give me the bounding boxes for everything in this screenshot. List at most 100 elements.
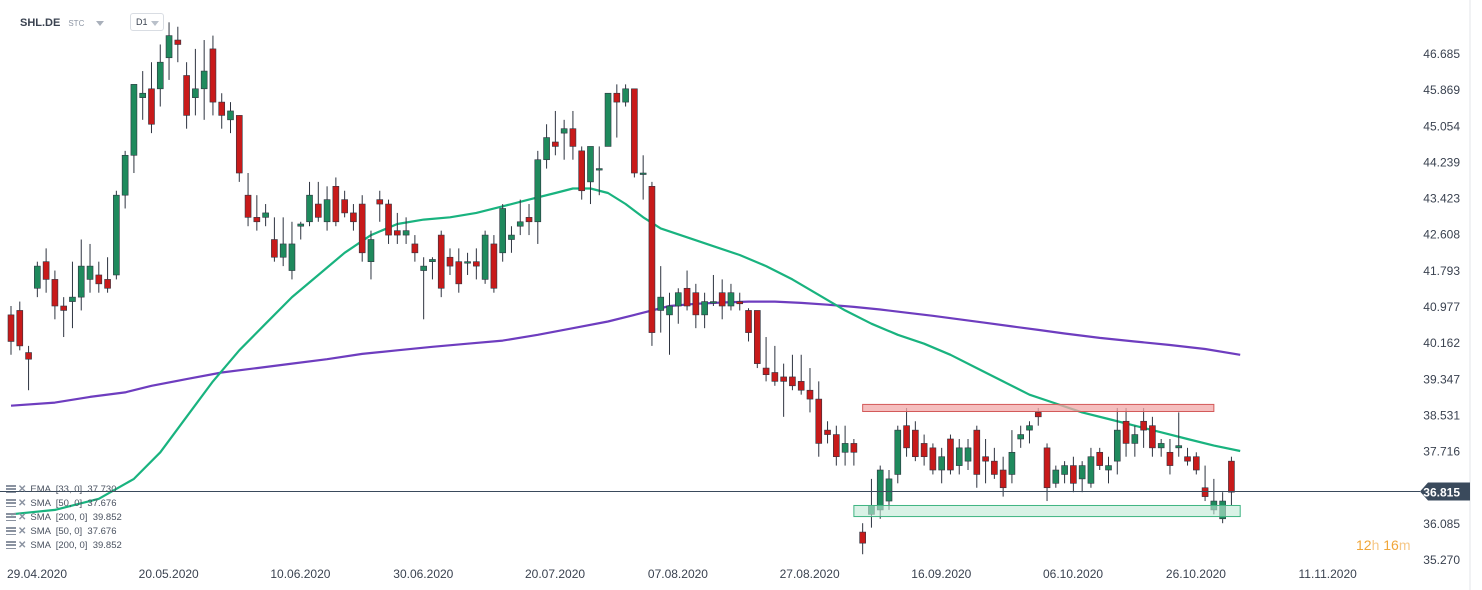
candle: [736, 292, 744, 311]
candle-body: [912, 429, 919, 458]
candle: [578, 146, 586, 200]
candle-body: [165, 35, 173, 59]
candle-body: [903, 425, 910, 449]
candle: [69, 261, 76, 329]
candle: [885, 470, 893, 510]
indicator-row[interactable]: ✕ SMA [50, 0] 37.676: [6, 524, 122, 538]
candle: [1228, 456, 1235, 506]
candle-body: [358, 203, 366, 254]
settings-icon[interactable]: [6, 485, 16, 493]
candle: [587, 146, 594, 205]
candle: [499, 204, 506, 262]
candle-body: [1201, 487, 1209, 497]
candle-body: [1008, 451, 1016, 475]
close-icon[interactable]: ✕: [18, 511, 27, 523]
settings-icon[interactable]: [6, 513, 16, 521]
candle: [271, 217, 278, 262]
settings-icon[interactable]: [6, 499, 16, 507]
settings-icon[interactable]: [6, 527, 16, 535]
candle-body: [639, 172, 647, 175]
candle-body: [499, 208, 506, 254]
candle: [437, 230, 445, 298]
candle: [797, 354, 805, 395]
sma-200-path: [10, 300, 1241, 407]
candle: [710, 274, 717, 307]
candle: [481, 230, 489, 284]
candle: [1184, 447, 1191, 466]
candle-body: [455, 261, 463, 285]
close-icon[interactable]: ✕: [18, 539, 27, 551]
candle-body: [306, 194, 313, 223]
candle-body: [297, 223, 305, 227]
x-tick-label: 26.10.2020: [1166, 567, 1226, 581]
candle: [1070, 456, 1077, 493]
chevron-down-icon[interactable]: [96, 20, 105, 26]
candle-body: [1184, 456, 1191, 462]
candle-body: [402, 230, 410, 236]
ema-33-path: [10, 187, 1241, 516]
candle: [1175, 412, 1183, 457]
timeframe-value: D1: [136, 17, 148, 27]
candle-body: [77, 265, 85, 298]
candle: [288, 221, 296, 280]
candle: [473, 248, 480, 280]
candle-body: [1105, 465, 1112, 471]
candle: [552, 110, 559, 156]
candle-body: [885, 478, 893, 502]
indicator-row[interactable]: ✕ SMA [200, 0] 39.852: [6, 510, 122, 524]
candle-body: [525, 217, 533, 223]
candle: [60, 297, 67, 338]
candle-body: [218, 101, 226, 116]
candle: [192, 48, 199, 116]
indicator-row[interactable]: ✕ SMA [50, 0] 37.676: [6, 496, 122, 510]
y-tick-label: 40.162: [1423, 336, 1460, 350]
candle: [244, 173, 252, 227]
indicator-row[interactable]: ✕ SMA [200, 0] 39.852: [6, 538, 122, 552]
candle: [1131, 425, 1139, 457]
y-tick-label: 46.685: [1423, 47, 1460, 61]
candle-body: [1034, 412, 1042, 418]
candle: [1105, 456, 1112, 484]
candle: [1052, 465, 1060, 488]
candle: [1096, 447, 1104, 471]
candle: [841, 425, 849, 466]
candle-body: [938, 456, 945, 471]
close-icon[interactable]: ✕: [18, 483, 27, 495]
candle-body: [1140, 420, 1147, 431]
candle: [543, 124, 550, 169]
current-price-line: 36.815: [0, 482, 1470, 501]
candle-body: [209, 48, 217, 103]
candle-body: [51, 279, 59, 307]
candle: [253, 195, 261, 231]
x-tick-label: 29.04.2020: [7, 567, 67, 581]
indicator-row[interactable]: ✕ EMA [33, 0] 37.730: [6, 482, 122, 496]
candle-body: [1131, 434, 1139, 444]
candle-body: [314, 203, 322, 218]
candle-body: [490, 243, 498, 289]
settings-icon[interactable]: [6, 541, 16, 549]
close-icon[interactable]: ✕: [18, 525, 27, 537]
candle-body: [815, 398, 823, 444]
candle-body: [929, 447, 937, 471]
candle: [622, 84, 629, 107]
candle-body: [244, 194, 252, 218]
candle: [350, 204, 357, 231]
candle-body: [174, 39, 182, 45]
candle-body: [753, 310, 761, 364]
y-tick-label: 44.239: [1423, 155, 1460, 169]
symbol-label[interactable]: SHL.DE: [20, 17, 61, 29]
candle-body: [376, 199, 384, 205]
candle-body: [437, 234, 445, 289]
candle: [982, 438, 989, 484]
candle: [868, 478, 875, 528]
candle-body: [262, 212, 269, 218]
candle: [156, 44, 164, 107]
candle-body: [999, 469, 1007, 489]
close-icon[interactable]: ✕: [18, 497, 27, 509]
candle: [789, 354, 796, 391]
candle: [674, 288, 682, 324]
timeframe-select[interactable]: D1: [130, 13, 164, 31]
candle-body: [332, 186, 340, 223]
candle-body: [235, 115, 243, 174]
